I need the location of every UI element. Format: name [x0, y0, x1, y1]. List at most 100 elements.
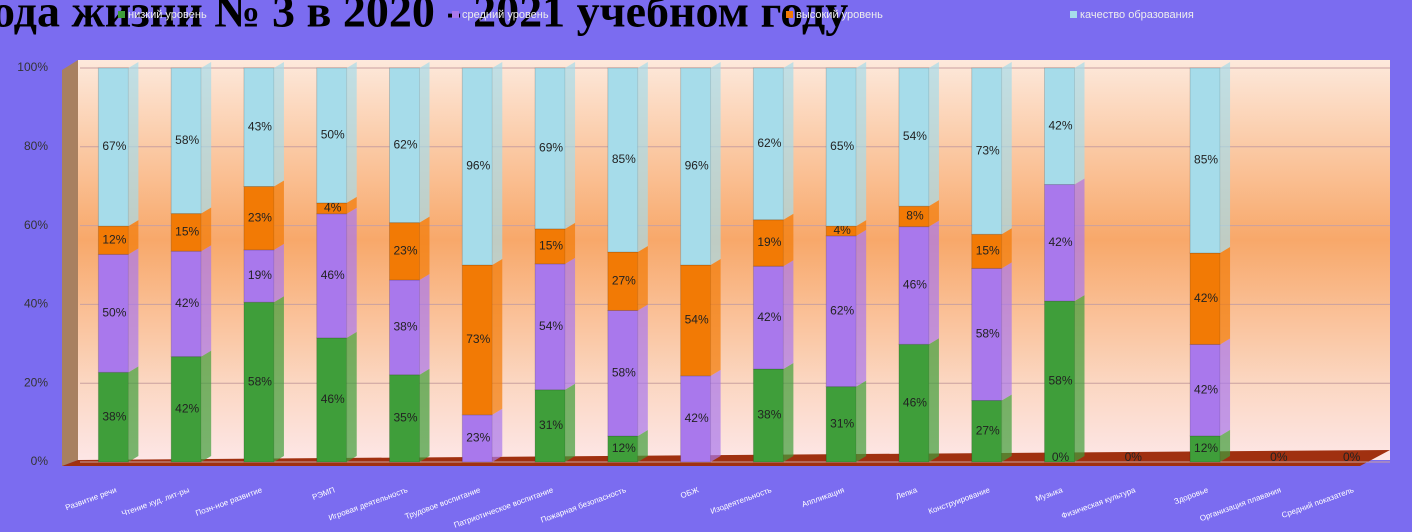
- value-label: 85%: [1194, 153, 1218, 167]
- value-label: 62%: [830, 303, 854, 317]
- value-label: 12%: [612, 441, 636, 455]
- bar-side: [128, 366, 139, 462]
- value-label: 31%: [539, 418, 563, 432]
- value-label: 73%: [466, 332, 490, 346]
- value-label: 50%: [321, 128, 345, 142]
- bar-segment: [243, 301, 275, 463]
- bar-side: [1074, 178, 1085, 302]
- bar-side: [346, 331, 357, 462]
- value-label: 42%: [1194, 291, 1218, 305]
- value-label: 23%: [393, 243, 417, 257]
- bar-side: [201, 245, 212, 357]
- value-label: 42%: [1048, 235, 1072, 249]
- bar-segment: [971, 267, 1003, 402]
- value-label: 27%: [976, 423, 1000, 437]
- bar-segment: [1189, 343, 1221, 437]
- value-label: 42%: [175, 296, 199, 310]
- bar-side: [637, 430, 648, 462]
- bar-side: [565, 62, 576, 229]
- bar-segment: [680, 375, 712, 463]
- bar-side: [201, 350, 212, 462]
- bar-side: [928, 62, 939, 207]
- bar-segment: [752, 265, 784, 370]
- bar-segment: [97, 225, 129, 255]
- value-label: 46%: [321, 392, 345, 406]
- value-label: 54%: [685, 313, 709, 327]
- value-label: 69%: [539, 141, 563, 155]
- value-label: 35%: [393, 411, 417, 425]
- y-tick-label: 100%: [17, 60, 48, 74]
- value-label: 58%: [612, 365, 636, 379]
- bar-side: [928, 220, 939, 345]
- bar-side: [928, 338, 939, 462]
- bar-side: [1220, 429, 1231, 462]
- bar-segment: [898, 226, 930, 345]
- bar-side: [856, 220, 867, 236]
- bar-side: [128, 248, 139, 373]
- bar-side: [273, 243, 284, 303]
- bar-segment: [97, 67, 129, 227]
- value-label: 42%: [1048, 118, 1072, 132]
- legend-swatch: [452, 11, 459, 18]
- bar-segment: [170, 356, 202, 463]
- bar-side: [783, 363, 794, 462]
- y-tick-label: 60%: [24, 218, 48, 232]
- bar-side: [419, 368, 430, 462]
- value-label: 96%: [466, 159, 490, 173]
- bar-segment: [607, 251, 639, 311]
- legend-label: низкий уровень: [128, 9, 207, 21]
- value-label: 46%: [321, 268, 345, 282]
- bar-side: [1074, 295, 1085, 462]
- value-label: 4%: [324, 201, 342, 215]
- value-label: 46%: [903, 395, 927, 409]
- bar-segment: [316, 213, 348, 339]
- y-tick-label: 20%: [24, 375, 48, 389]
- bar-side: [128, 220, 139, 255]
- value-label: 23%: [466, 431, 490, 445]
- bar-side: [419, 273, 430, 375]
- value-label: 15%: [175, 225, 199, 239]
- bar-side: [273, 62, 284, 187]
- bar-side: [346, 62, 357, 203]
- bar-side: [783, 62, 794, 220]
- bar-side: [492, 408, 503, 462]
- bar-side: [856, 62, 867, 227]
- y-tick-label: 0%: [31, 454, 49, 468]
- bar-side: [273, 296, 284, 462]
- y-tick-label: 40%: [24, 297, 48, 311]
- value-label: 31%: [830, 416, 854, 430]
- value-label: 12%: [1194, 441, 1218, 455]
- side-wall: [62, 60, 78, 466]
- value-label: 54%: [903, 129, 927, 143]
- bar-segment: [971, 400, 1003, 463]
- value-label: 0%: [1270, 450, 1288, 464]
- bar-side: [710, 259, 721, 376]
- bar-segment: [534, 67, 566, 230]
- bar-segment: [1044, 67, 1075, 186]
- bar-side: [783, 260, 794, 370]
- plot-area: [78, 60, 1390, 460]
- bar-side: [637, 62, 648, 253]
- bar-segment: [680, 67, 712, 266]
- bar-segment: [389, 67, 420, 224]
- value-label: 62%: [393, 137, 417, 151]
- value-label: 15%: [976, 244, 1000, 258]
- bar-segment: [898, 343, 930, 463]
- bar-side: [346, 196, 357, 214]
- value-label: 42%: [685, 411, 709, 425]
- legend-label: средний уровень: [462, 9, 549, 21]
- bar-side: [1001, 262, 1012, 401]
- bar-segment: [825, 67, 857, 227]
- bar-segment: [607, 309, 639, 437]
- bar-side: [928, 200, 939, 227]
- bar-side: [1001, 394, 1012, 462]
- value-label: 58%: [976, 327, 1000, 341]
- legend-label: качество образования: [1080, 9, 1194, 21]
- bar-segment: [316, 337, 348, 463]
- value-label: 54%: [539, 319, 563, 333]
- bar-segment: [825, 386, 857, 463]
- value-label: 85%: [612, 152, 636, 166]
- bar-side: [783, 213, 794, 267]
- value-label: 38%: [102, 409, 126, 423]
- bar-side: [346, 207, 357, 338]
